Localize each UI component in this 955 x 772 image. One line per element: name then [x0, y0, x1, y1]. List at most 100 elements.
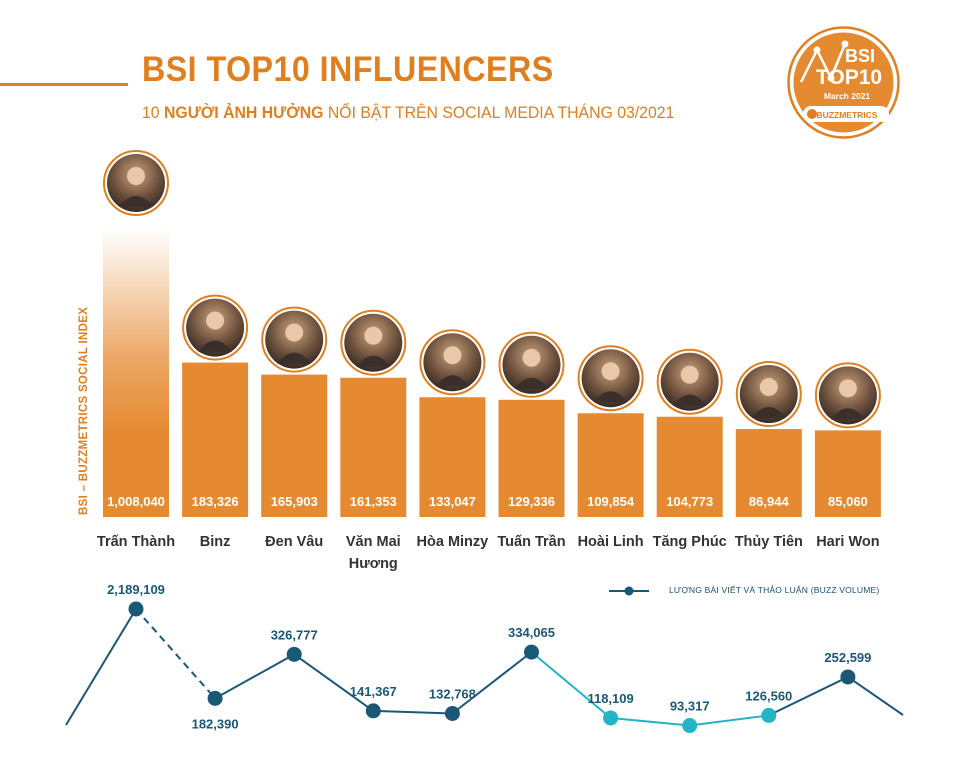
category-label: Hoài Linh — [577, 534, 644, 550]
person-portrait-icon — [838, 379, 857, 398]
category-label: Trấn Thành — [96, 534, 176, 550]
bar-2 — [261, 374, 328, 517]
line-value-label: 141,367 — [350, 684, 397, 699]
bar-3 — [340, 377, 407, 517]
line-value-label: 132,768 — [429, 687, 476, 702]
person-portrait-icon — [285, 323, 304, 342]
line-point — [682, 718, 698, 734]
line-segment — [65, 608, 137, 726]
bar-value-label: 183,326 — [192, 494, 239, 509]
person-portrait-icon — [127, 167, 145, 185]
line-point — [444, 706, 460, 722]
bar-value-label: 86,944 — [749, 494, 790, 509]
bar-value-label: 1,008,040 — [107, 494, 165, 509]
line-value-label: 93,317 — [670, 699, 710, 714]
avatar — [735, 361, 802, 428]
line-segment — [847, 676, 904, 716]
avatar-shoulders — [277, 352, 312, 364]
person-portrait-icon — [680, 365, 699, 384]
category-label: Thủy Tiên — [734, 534, 803, 550]
bar-0 — [103, 228, 169, 517]
line-value-label: 118,109 — [587, 691, 633, 706]
category-label: Binz — [199, 534, 231, 550]
line-segment — [689, 714, 769, 727]
line-value-label: 334,065 — [508, 625, 555, 640]
bar-value-label: 129,336 — [508, 494, 555, 509]
line-value-label: 2,189,109 — [107, 582, 165, 597]
line-segment — [768, 676, 849, 717]
line-value-label: 126,560 — [745, 688, 792, 703]
category-label: Đen Vâu — [265, 534, 324, 550]
subtitle-bold: NGƯỜI ẢNH HƯỞNG — [163, 103, 324, 122]
category-label: Tuấn Trần — [497, 534, 566, 550]
avatar — [182, 294, 249, 361]
badge-line1: BSI — [845, 46, 875, 66]
avatar-shoulders — [751, 407, 786, 419]
bar-value-label: 109,854 — [587, 494, 635, 509]
bar-8 — [735, 429, 802, 517]
line-value-label: 252,599 — [824, 650, 871, 665]
person-portrait-icon — [443, 346, 462, 365]
avatar — [419, 329, 486, 396]
avatar-shoulders — [198, 340, 233, 352]
line-segment — [293, 653, 374, 712]
line-point — [524, 644, 539, 660]
bar-value-label: 133,047 — [429, 494, 476, 509]
badge-line2: TOP10 — [816, 66, 882, 89]
avatar — [103, 150, 169, 216]
line-segment — [135, 608, 216, 700]
avatar-shoulders — [435, 375, 470, 387]
bar-value-label: 104,773 — [666, 494, 713, 509]
bar-9 — [814, 430, 881, 517]
bar-value-label: 85,060 — [828, 494, 868, 509]
person-portrait-icon — [759, 378, 778, 397]
avatar-shoulders — [119, 196, 153, 207]
line-point — [286, 646, 302, 662]
person-portrait-icon — [206, 311, 225, 330]
avatar-shoulders — [514, 377, 549, 389]
avatar — [498, 331, 565, 398]
line-segment — [610, 716, 690, 727]
line-segment — [451, 651, 533, 715]
person-portrait-icon — [522, 348, 541, 367]
bsi-top10-badge: BSI TOP10 March 2021 BUZZMETRICS — [787, 26, 900, 139]
bar-value-label: 161,353 — [350, 494, 397, 509]
avatar-shoulders — [593, 391, 628, 403]
category-label: Văn Mai Hương — [345, 534, 401, 572]
line-segment — [530, 651, 612, 719]
legend-marker-icon — [609, 586, 649, 596]
avatar — [261, 306, 328, 373]
avatar-shoulders — [672, 394, 707, 406]
title-rule — [0, 83, 128, 86]
bar-4 — [419, 397, 486, 517]
avatar — [656, 348, 723, 415]
bar-6 — [577, 413, 644, 517]
line-point — [207, 690, 223, 706]
page-title: BSI TOP10 INFLUENCERS — [142, 50, 554, 89]
badge-graphic: BSI TOP10 March 2021 BUZZMETRICS — [787, 26, 900, 139]
category-label: Tăng Phúc — [652, 534, 727, 550]
line-value-label: 326,777 — [271, 627, 318, 642]
legend-label: LƯỢNG BÀI VIẾT VÀ THẢO LUẬN (BUZZ VOLUME… — [669, 585, 880, 595]
subtitle-rest: NỔI BẬT TRÊN SOCIAL MEDIA THÁNG 03/2021 — [323, 103, 675, 122]
avatar-shoulders — [830, 408, 865, 420]
category-label: Hòa Minzy — [416, 534, 489, 550]
avatar — [577, 345, 644, 412]
line-segment — [214, 653, 295, 700]
subtitle-prefix: 10 — [142, 103, 164, 122]
avatar — [814, 362, 881, 429]
person-portrait-icon — [601, 362, 620, 381]
line-point — [761, 707, 777, 723]
line-point — [840, 669, 856, 685]
category-label: Hari Won — [816, 534, 880, 550]
line-segment — [373, 709, 453, 715]
line-point — [128, 601, 144, 617]
line-point — [603, 710, 619, 726]
line-point — [365, 703, 381, 719]
page-subtitle: 10 NGƯỜI ẢNH HƯỞNG NỔI BẬT TRÊN SOCIAL M… — [142, 103, 674, 123]
bar-value-label: 165,903 — [271, 494, 318, 509]
bar-1 — [182, 362, 249, 517]
bar-7 — [656, 416, 723, 517]
